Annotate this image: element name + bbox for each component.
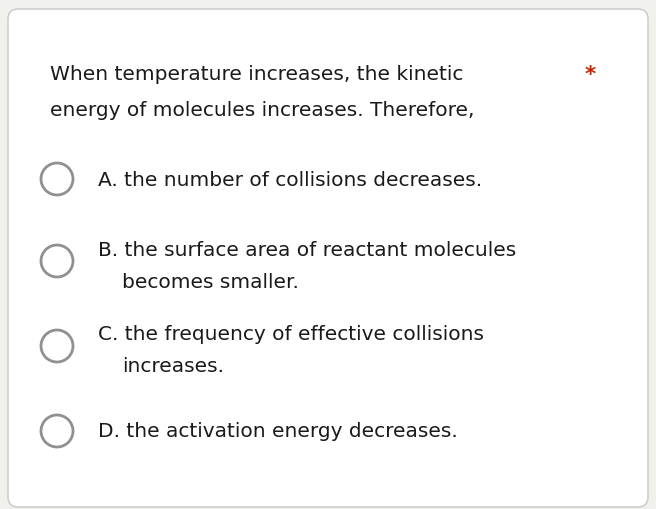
Text: *: * (584, 65, 596, 85)
FancyBboxPatch shape (8, 10, 648, 507)
Text: becomes smaller.: becomes smaller. (122, 272, 299, 291)
Text: B. the surface area of reactant molecules: B. the surface area of reactant molecule… (98, 240, 516, 259)
Text: A. the number of collisions decreases.: A. the number of collisions decreases. (98, 170, 482, 189)
Text: increases.: increases. (122, 357, 224, 376)
Text: C. the frequency of effective collisions: C. the frequency of effective collisions (98, 325, 484, 344)
Text: When temperature increases, the kinetic: When temperature increases, the kinetic (50, 65, 463, 84)
Text: energy of molecules increases. Therefore,: energy of molecules increases. Therefore… (50, 100, 474, 119)
Text: D. the activation energy decreases.: D. the activation energy decreases. (98, 421, 458, 441)
